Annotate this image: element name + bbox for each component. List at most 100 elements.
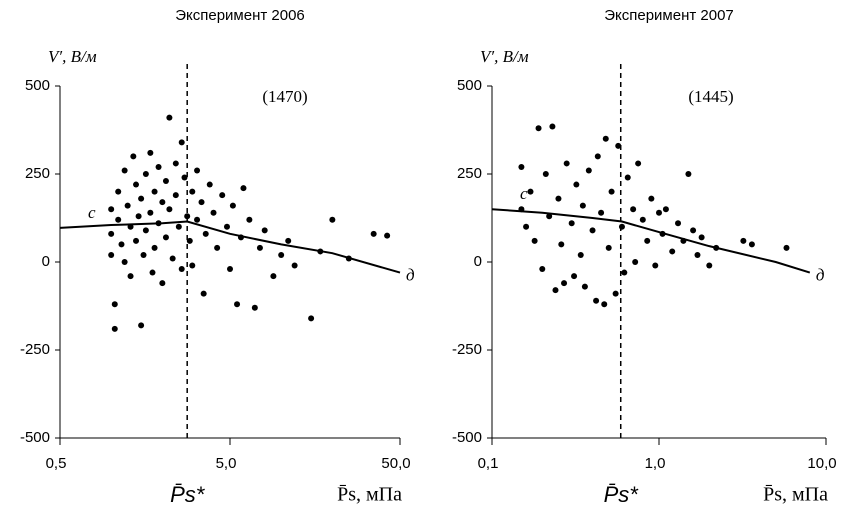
point <box>135 213 142 220</box>
reference-label: P̄s* <box>170 482 206 507</box>
point <box>111 325 118 332</box>
point <box>577 251 584 258</box>
point <box>656 209 662 216</box>
point <box>278 251 285 258</box>
point <box>555 195 562 202</box>
point <box>223 223 230 230</box>
point <box>181 174 188 181</box>
point <box>698 234 705 241</box>
point <box>133 181 140 188</box>
point <box>189 188 196 195</box>
point <box>648 195 655 202</box>
point <box>618 223 625 230</box>
point <box>219 192 226 199</box>
point <box>206 181 213 188</box>
point <box>210 209 217 216</box>
point <box>115 216 122 223</box>
point <box>108 230 115 237</box>
point <box>370 230 377 237</box>
point <box>571 273 578 280</box>
point <box>531 237 538 244</box>
fit-line <box>59 220 401 274</box>
end-label: д <box>816 265 825 284</box>
point <box>748 241 755 248</box>
point <box>178 139 185 146</box>
point <box>740 237 747 244</box>
point <box>542 171 549 177</box>
point <box>251 304 258 311</box>
point <box>115 188 122 195</box>
chart-title: Эксперимент 2006 <box>175 7 305 24</box>
point <box>685 171 692 177</box>
point <box>186 237 193 244</box>
point <box>256 244 263 251</box>
point <box>194 167 201 174</box>
point <box>546 213 553 220</box>
y-tick-label: 500 <box>457 77 482 94</box>
point <box>706 262 713 269</box>
y-tick-label: 250 <box>457 165 482 182</box>
point <box>198 199 205 206</box>
point <box>291 262 298 269</box>
point <box>194 216 201 223</box>
point <box>121 167 128 174</box>
y-tick-label: -500 <box>452 429 482 446</box>
count-label: (1470) <box>262 87 307 106</box>
point <box>568 220 575 227</box>
point <box>585 167 592 174</box>
point <box>166 206 173 213</box>
point <box>615 142 622 149</box>
x-tick-label: 0,1 <box>478 455 499 472</box>
point <box>652 262 659 269</box>
point <box>121 259 128 265</box>
point <box>621 269 628 276</box>
point <box>329 216 336 223</box>
point <box>140 251 147 258</box>
point <box>552 287 559 294</box>
point <box>240 185 247 192</box>
point <box>142 227 149 234</box>
y-tick-label: -500 <box>20 429 50 446</box>
x-axis-label: P̄s, мПа <box>763 484 828 506</box>
y-tick-label: 250 <box>25 165 50 182</box>
point <box>133 237 140 244</box>
point <box>549 123 556 130</box>
point <box>598 209 605 216</box>
point <box>138 195 145 202</box>
point <box>178 266 185 273</box>
y-axis-label: V′, В/м <box>480 47 529 66</box>
point <box>162 234 169 241</box>
point <box>159 199 166 206</box>
y-tick-label: 500 <box>25 77 50 94</box>
point <box>151 244 158 251</box>
fit-line <box>491 208 811 274</box>
y-tick-label: 0 <box>42 253 50 270</box>
point <box>246 216 253 223</box>
point <box>630 206 637 213</box>
x-tick-label: 10,0 <box>807 455 836 472</box>
point <box>608 188 615 195</box>
point <box>563 160 570 167</box>
point <box>581 283 588 290</box>
point <box>308 315 315 322</box>
point <box>147 209 154 216</box>
point <box>675 220 682 227</box>
point <box>639 216 646 223</box>
x-tick-label: 5,0 <box>216 455 237 472</box>
point <box>602 135 609 142</box>
count-label: (1445) <box>688 87 733 106</box>
point <box>561 280 568 287</box>
point <box>214 244 221 251</box>
x-tick-label: 1,0 <box>645 455 666 472</box>
point <box>635 160 642 167</box>
point <box>172 192 179 199</box>
point <box>579 202 586 209</box>
point <box>108 206 115 213</box>
point <box>229 202 236 209</box>
point <box>644 237 651 244</box>
point <box>108 251 115 258</box>
point <box>539 266 546 273</box>
point <box>166 114 173 121</box>
point <box>200 290 207 297</box>
